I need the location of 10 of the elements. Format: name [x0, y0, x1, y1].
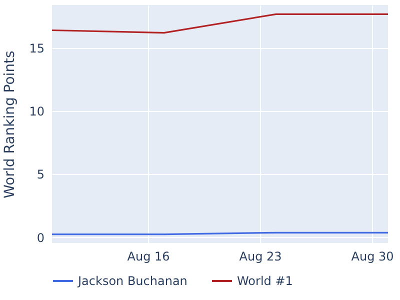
- y-tick-label: 10: [29, 104, 44, 119]
- x-tick-label: Aug 30: [351, 250, 394, 264]
- y-axis-title: World Ranking Points: [2, 50, 18, 198]
- x-tick-label: Aug 23: [239, 250, 282, 264]
- y-tick-label: 5: [36, 168, 44, 182]
- legend-label: World #1: [237, 274, 293, 288]
- x-tick-label: Aug 16: [127, 250, 170, 264]
- y-tick-label: 15: [29, 41, 44, 56]
- y-tick-label: 0: [36, 230, 44, 245]
- legend-label: Jackson Buchanan: [77, 274, 188, 288]
